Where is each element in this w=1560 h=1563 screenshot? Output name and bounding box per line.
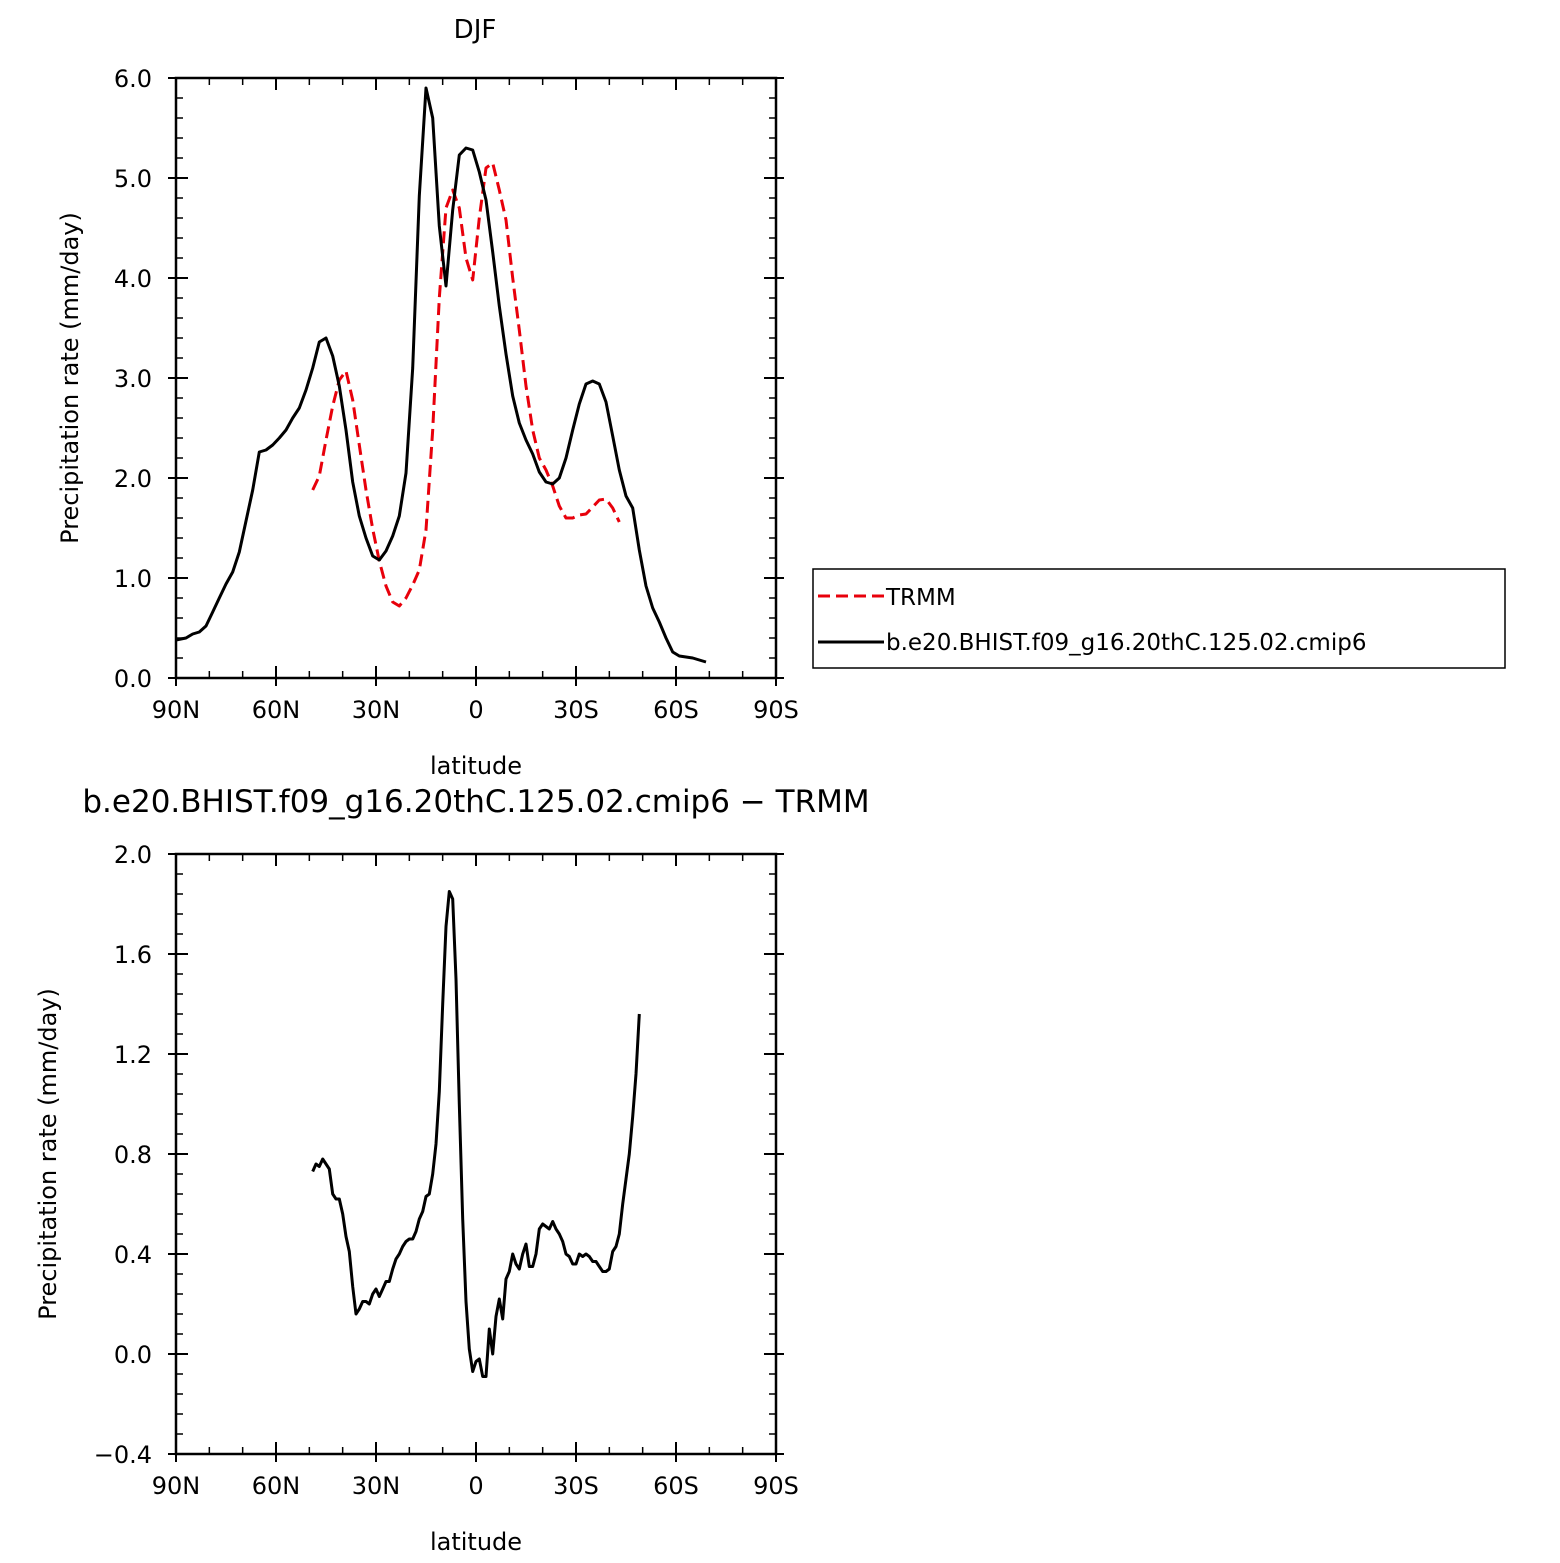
bottom-series-line-0 bbox=[311, 890, 641, 1378]
top-x-tick-label: 30S bbox=[553, 696, 599, 724]
legend-label-trmm: TRMM bbox=[885, 585, 956, 611]
bottom-x-tick-label: 60S bbox=[653, 1472, 699, 1500]
top-x-tick-label: 30N bbox=[352, 696, 401, 724]
bottom-y-tick-label: 1.6 bbox=[114, 941, 152, 969]
bottom-y-tick-label: −0.4 bbox=[94, 1441, 152, 1469]
top-x-tick-label: 90N bbox=[152, 696, 201, 724]
top-y-axis-label: Precipitation rate (mm/day) bbox=[56, 212, 84, 544]
top-plot-frame bbox=[174, 76, 778, 680]
bottom-x-tick-label: 30S bbox=[553, 1472, 599, 1500]
top-axes-ticks: 90N 60N 30N 0 30S 60S 90S 0.0 1.0 2.0 3.0 4.0 5.0 6.0 bbox=[114, 65, 799, 724]
top-y-tick-label: 1.0 bbox=[114, 565, 152, 593]
top-panel: DJF 90N 60N 30N 0 30S 60S 90S 0.0 1.0 2.0 3.0 4.0 5.… bbox=[56, 15, 1506, 780]
bottom-plot-frame bbox=[174, 852, 778, 1456]
top-chart-title: DJF bbox=[454, 15, 497, 45]
top-x-tick-label: 60N bbox=[252, 696, 301, 724]
top-x-tick-label: 90S bbox=[753, 696, 799, 724]
top-y-tick-label: 5.0 bbox=[114, 165, 152, 193]
top-series-line-0 bbox=[311, 161, 621, 608]
top-y-tick-label: 3.0 bbox=[114, 365, 152, 393]
bottom-y-tick-label: 1.2 bbox=[114, 1041, 152, 1069]
top-x-axis-label: latitude bbox=[430, 752, 522, 780]
bottom-y-tick-label: 0.0 bbox=[114, 1341, 152, 1369]
bottom-panel: b.e20.BHIST.f09_g16.20thC.125.02.cmip6 −… bbox=[34, 784, 870, 1556]
bottom-y-axis-label: Precipitation rate (mm/day) bbox=[34, 988, 62, 1320]
bottom-y-tick-label: 0.4 bbox=[114, 1241, 152, 1269]
bottom-y-tick-label: 0.8 bbox=[114, 1141, 152, 1169]
top-x-tick-label: 0 bbox=[468, 696, 483, 724]
top-series-group bbox=[175, 86, 707, 664]
top-y-tick-label: 0.0 bbox=[114, 665, 152, 693]
top-x-tick-label: 60S bbox=[653, 696, 699, 724]
legend: TRMM b.e20.BHIST.f09_g16.20thC.125.02.cm… bbox=[812, 568, 1506, 669]
bottom-x-tick-label: 30N bbox=[352, 1472, 401, 1500]
bottom-series-group bbox=[311, 890, 641, 1378]
top-series-line-1 bbox=[175, 86, 707, 664]
top-y-tick-label: 6.0 bbox=[114, 65, 152, 93]
bottom-x-tick-label: 0 bbox=[468, 1472, 483, 1500]
legend-box bbox=[812, 568, 1506, 669]
legend-label-model: b.e20.BHIST.f09_g16.20thC.125.02.cmip6 bbox=[886, 630, 1366, 656]
top-y-tick-label: 4.0 bbox=[114, 265, 152, 293]
bottom-chart-title: b.e20.BHIST.f09_g16.20thC.125.02.cmip6 −… bbox=[82, 784, 869, 820]
bottom-x-tick-label: 90S bbox=[753, 1472, 799, 1500]
bottom-y-tick-label: 2.0 bbox=[114, 841, 152, 869]
bottom-x-tick-label: 90N bbox=[152, 1472, 201, 1500]
bottom-x-axis-label: latitude bbox=[430, 1528, 522, 1556]
top-y-tick-label: 2.0 bbox=[114, 465, 152, 493]
bottom-x-tick-label: 60N bbox=[252, 1472, 301, 1500]
